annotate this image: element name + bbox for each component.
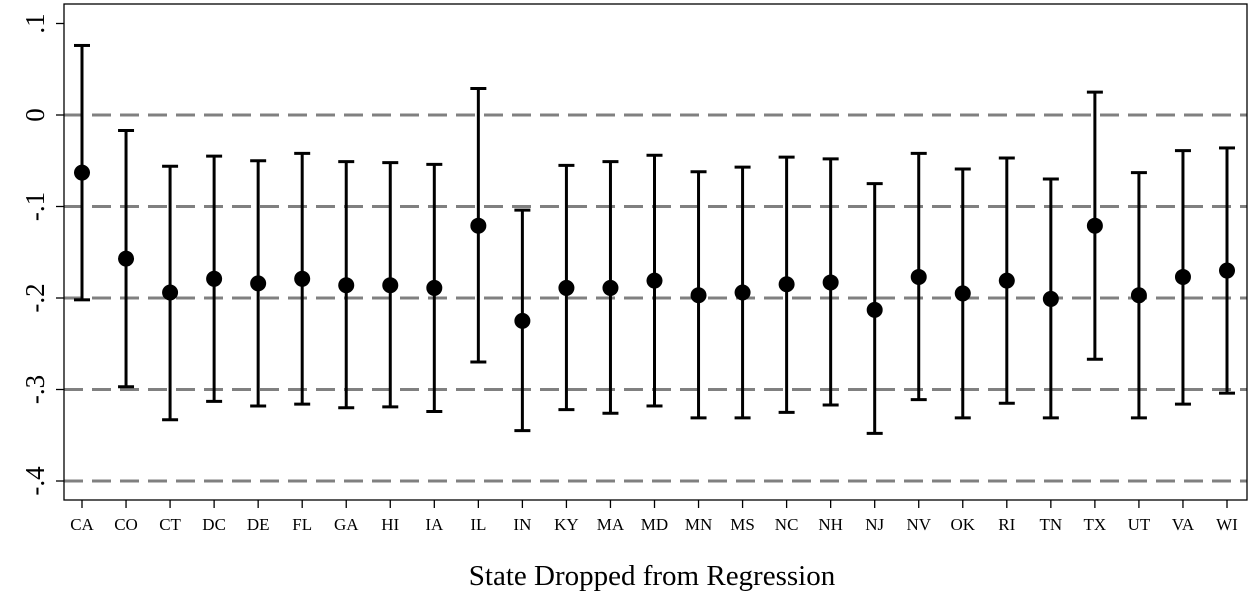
point-va [1174, 268, 1191, 285]
x-tick-label-il: IL [470, 515, 486, 534]
point-estimates [74, 164, 1235, 329]
point-ct [162, 284, 179, 301]
y-tick-label: .1 [20, 13, 50, 33]
x-tick-label-ca: CA [70, 515, 94, 534]
x-tick-label-co: CO [114, 515, 138, 534]
x-tick-label-nj: NJ [865, 515, 884, 534]
point-ca [74, 164, 90, 181]
point-ga [338, 277, 355, 294]
x-tick-label-tn: TN [1040, 515, 1063, 534]
point-dc [206, 270, 223, 287]
x-tick-label-ky: KY [554, 515, 579, 534]
x-tick-label-ia: IA [425, 515, 444, 534]
plot-border [63, 3, 1248, 501]
x-tick-label-in: IN [513, 515, 531, 534]
point-nv [910, 268, 927, 285]
x-tick-label-tx: TX [1084, 515, 1107, 534]
point-ia [426, 279, 443, 296]
point-fl [294, 270, 311, 287]
x-tick-label-va: VA [1172, 515, 1195, 534]
point-co [118, 250, 135, 267]
x-axis-title: State Dropped from Regression [469, 560, 836, 592]
point-tx [1086, 217, 1103, 234]
point-ut [1130, 287, 1147, 304]
point-de [250, 275, 267, 292]
x-tick-label-nv: NV [906, 515, 931, 534]
point-hi [382, 277, 399, 294]
point-ms [734, 284, 751, 301]
point-il [470, 217, 487, 234]
x-tick-label-mn: MN [685, 515, 712, 534]
point-ri [998, 272, 1015, 289]
x-tick-label-ct: CT [159, 515, 181, 534]
point-in [514, 312, 531, 329]
point-mn [690, 287, 707, 304]
error-bars [74, 43, 1235, 435]
x-tick-label-de: DE [247, 515, 270, 534]
x-tick-label-ri: RI [998, 515, 1015, 534]
y-tick-label: -.1 [20, 192, 50, 221]
x-tick-label-nh: NH [818, 515, 843, 534]
x-axis: CA CO CT DC DE FL GA HI IA IL IN KY MA MD MN MS NC NH NJ NV… [70, 500, 1238, 534]
point-md [646, 272, 663, 289]
point-tn [1042, 290, 1059, 307]
point-ma [602, 279, 619, 296]
x-tick-label-wi: WI [1216, 515, 1238, 534]
plot-frame [63, 3, 1248, 501]
y-tick-label: -.4 [20, 466, 50, 496]
point-nc [778, 276, 795, 293]
point-nh [822, 274, 839, 291]
point-ok [954, 285, 971, 302]
y-axis: .1 0 -.1 -.2 -.3 -.4 [20, 13, 64, 496]
y-tick-label: 0 [20, 108, 50, 122]
point-wi [1219, 262, 1235, 279]
x-tick-label-fl: FL [292, 515, 312, 534]
x-tick-label-ut: UT [1128, 515, 1151, 534]
x-tick-label-nc: NC [775, 515, 799, 534]
x-tick-label-dc: DC [202, 515, 226, 534]
point-nj [866, 301, 883, 318]
y-tick-label: -.3 [20, 375, 50, 404]
x-tick-label-hi: HI [381, 515, 399, 534]
x-tick-label-ok: OK [950, 515, 975, 534]
x-tick-label-ga: GA [334, 515, 359, 534]
y-tick-label: -.2 [20, 283, 50, 312]
point-ky [558, 279, 575, 296]
x-tick-label-md: MD [641, 515, 668, 534]
x-tick-label-ma: MA [597, 515, 625, 534]
x-tick-label-ms: MS [730, 515, 755, 534]
